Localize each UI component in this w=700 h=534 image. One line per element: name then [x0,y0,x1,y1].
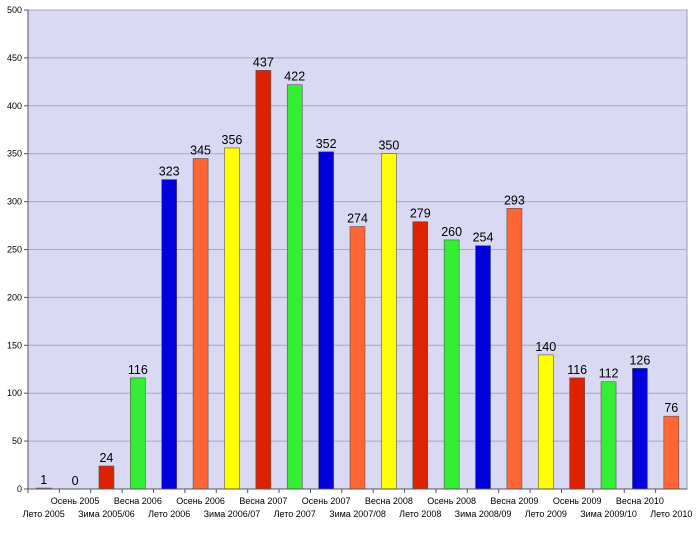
x-category-label: Лето 2010 [650,509,692,519]
bar [381,153,397,490]
bar-value-label: 274 [347,212,368,226]
y-tick-label: 0 [17,484,22,494]
y-tick-label: 350 [7,149,22,159]
bar-value-label: 260 [441,225,462,239]
x-category-label: Осень 2006 [176,496,225,506]
bar-value-label: 356 [222,133,243,147]
x-category-label: Лето 2005 [23,509,65,519]
bar-value-label: 437 [253,55,274,69]
y-tick-label: 50 [12,436,22,446]
bar [600,381,617,490]
y-tick-label: 300 [7,197,22,207]
bar-value-label: 345 [190,143,211,157]
bar [475,245,491,490]
x-category-label: Весна 2008 [365,496,413,506]
bar-value-label: 126 [629,353,650,367]
bar [569,377,585,490]
bar [192,158,209,490]
bar [412,221,429,490]
bar [255,70,272,490]
bar [537,354,554,490]
bar [443,239,460,490]
bar [506,208,523,490]
x-category-label: Зима 2005/06 [78,509,135,519]
bar [98,465,115,490]
bar-value-label: 254 [473,231,494,245]
y-tick-label: 200 [7,292,22,302]
y-tick-label: 450 [7,53,22,63]
x-category-label: Весна 2006 [114,496,162,506]
bar [161,179,178,490]
bar-value-label: 0 [72,474,79,488]
bar-value-label: 279 [410,207,431,221]
bar-value-label: 352 [316,137,337,151]
x-category-label: Весна 2009 [490,496,538,506]
bar-value-label: 116 [567,363,587,377]
y-tick-label: 500 [7,5,22,15]
x-category-label: Осень 2005 [51,496,100,506]
x-category-label: Лето 2008 [399,509,441,519]
bar [130,377,146,490]
x-category-label: Весна 2010 [616,496,664,506]
y-tick-label: 100 [7,388,22,398]
bar-value-label: 422 [284,70,305,84]
y-tick-label: 150 [7,340,22,350]
bar [224,147,240,490]
x-category-label: Осень 2008 [427,496,476,506]
bar [663,415,680,490]
x-category-label: Осень 2007 [302,496,351,506]
x-category-label: Лето 2007 [274,509,316,519]
bar-value-label: 293 [504,193,525,207]
x-category-label: Лето 2009 [525,509,567,519]
bar-value-label: 323 [159,165,180,179]
x-category-label: Зима 2009/10 [580,509,637,519]
bar-value-label: 1 [40,473,47,487]
bar [318,151,334,490]
bar [349,226,366,490]
x-category-label: Весна 2007 [239,496,287,506]
bar-value-label: 24 [99,451,113,465]
bar-value-label: 140 [535,340,556,354]
x-category-label: Лето 2006 [148,509,190,519]
bar [286,84,303,490]
x-category-label: Зима 2008/09 [455,509,512,519]
x-category-label: Осень 2009 [553,496,602,506]
bar-value-label: 76 [664,401,678,415]
y-tick-label: 400 [7,101,22,111]
bar-value-label: 116 [128,363,148,377]
bar [632,367,648,490]
bar-value-label: 112 [599,367,619,381]
y-tick-label: 250 [7,245,22,255]
bar-value-label: 350 [378,139,399,153]
x-category-label: Зима 2006/07 [204,509,261,519]
x-category-label: Зима 2007/08 [329,509,386,519]
